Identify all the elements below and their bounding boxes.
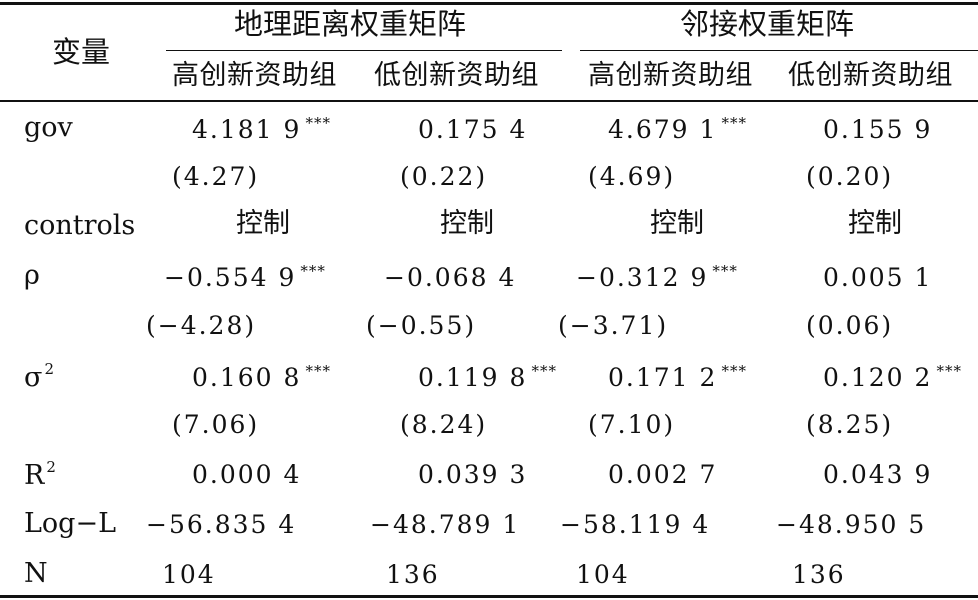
controls-high-adj: 控制 [650,208,704,239]
rho-t-low-adj: (0.06) [806,311,894,340]
row-label-logl: Log−L [24,508,117,539]
label-superscript: 2 [46,458,56,476]
n-high-geo: 104 [162,560,216,589]
gov-coef-low-geo: 0.175 4 [418,116,531,142]
coef-value: 0.005 1 [823,263,933,292]
row-label-gov: gov [24,112,73,143]
gov-coef-high-adj: 4.679 1 *** [608,114,747,144]
gov-t-high-adj: (4.69) [588,162,676,191]
sigma2-coef-high-adj: 0.171 2 *** [608,362,747,392]
row-label-rho: ρ [24,260,40,291]
controls-low-adj: 控制 [848,208,902,239]
coef-value: 4.679 1 [608,115,718,144]
subheader-high-adj: 高创新资助组 [588,60,753,91]
n-low-geo: 136 [386,560,440,589]
top-rule [0,2,978,5]
gov-t-low-geo: (0.22) [400,162,488,191]
controls-high-geo: 控制 [236,208,290,239]
coef-value: −0.554 9 [164,263,297,292]
significance-stars: *** [305,114,331,132]
n-low-adj: 136 [792,560,846,589]
gov-t-high-geo: (4.27) [172,162,260,191]
r2-low-adj: 0.043 9 [823,460,933,489]
coef-value: −0.068 4 [384,263,517,292]
coef-value: 0.175 4 [418,115,528,144]
coef-value: −0.312 9 [576,263,709,292]
r2-low-geo: 0.039 3 [418,460,528,489]
n-high-adj: 104 [576,560,630,589]
coef-value: 4.181 9 [192,115,302,144]
label-base: R [24,460,45,491]
header-rule [0,100,978,102]
significance-stars: *** [712,262,738,280]
group-header-geo: 地理距离权重矩阵 [234,7,467,41]
coef-value: 0.160 8 [192,363,302,392]
logl-high-adj: −58.119 4 [560,510,711,539]
significance-stars: *** [721,362,747,380]
group-header-adj: 邻接权重矩阵 [680,7,855,41]
gov-coef-high-geo: 4.181 9 *** [192,114,331,144]
significance-stars: *** [300,262,326,280]
r2-high-geo: 0.000 4 [192,460,302,489]
coef-value: 0.119 8 [418,363,528,392]
subheader-low-adj: 低创新资助组 [788,60,953,91]
significance-stars: *** [936,362,962,380]
significance-stars: *** [721,114,747,132]
label-base: σ [24,362,43,393]
coef-value: 0.171 2 [608,363,718,392]
row-label-n: N [24,558,48,589]
rho-coef-high-geo: −0.554 9 *** [164,262,326,292]
rho-t-high-geo: (−4.28) [146,311,257,340]
subheader-high-geo: 高创新资助组 [172,60,337,91]
significance-stars: *** [531,362,557,380]
logl-low-geo: −48.789 1 [370,510,521,539]
sigma2-t-low-adj: (8.25) [806,410,894,439]
rho-coef-low-adj: 0.005 1 [823,264,936,290]
group-rule-adj [580,50,978,51]
rho-t-low-geo: (−0.55) [366,311,477,340]
group-rule-geo [166,50,562,51]
logl-low-adj: −48.950 5 [776,510,927,539]
logl-high-geo: −56.835 4 [146,510,297,539]
controls-low-geo: 控制 [440,208,494,239]
label-superscript: 2 [44,360,54,378]
coef-value: 0.155 9 [823,115,933,144]
rho-coef-high-adj: −0.312 9 *** [576,262,738,292]
sigma2-t-low-geo: (8.24) [400,410,488,439]
gov-t-low-adj: (0.20) [806,162,894,191]
significance-stars: *** [305,362,331,380]
row-label-controls: controls [24,210,136,241]
rho-coef-low-geo: −0.068 4 [384,264,520,290]
sigma2-t-high-adj: (7.10) [588,410,676,439]
variable-header: 变量 [52,35,111,69]
subheader-low-geo: 低创新资助组 [374,60,539,91]
gov-coef-low-adj: 0.155 9 [823,116,936,142]
sigma2-coef-low-adj: 0.120 2 *** [823,362,962,392]
sigma2-t-high-geo: (7.06) [172,410,260,439]
sigma2-coef-high-geo: 0.160 8 *** [192,362,331,392]
sigma2-coef-low-geo: 0.119 8 *** [418,362,557,392]
r2-high-adj: 0.002 7 [608,460,718,489]
coef-value: 0.120 2 [823,363,933,392]
rho-t-high-adj: (−3.71) [558,311,669,340]
bottom-rule [0,595,978,598]
